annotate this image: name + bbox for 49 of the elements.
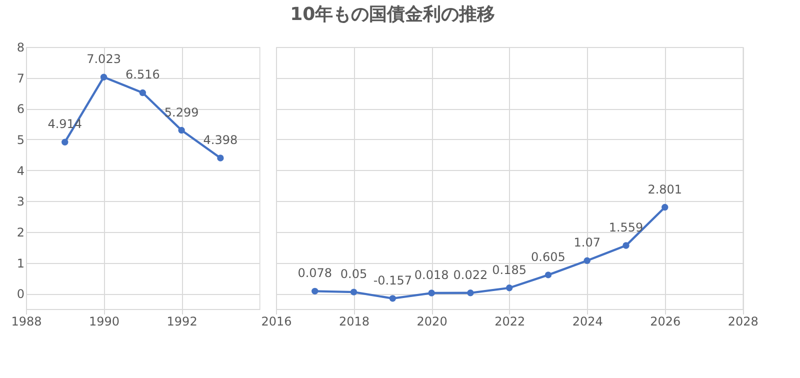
x-tick-label: 2020: [416, 314, 448, 328]
point: [662, 204, 668, 211]
point: [100, 74, 108, 80]
x-tick-label: 2026: [650, 314, 681, 328]
point: [544, 272, 552, 278]
point: [350, 288, 358, 296]
x-tick-label: 1992: [166, 314, 198, 328]
point: [217, 154, 224, 162]
point: [467, 290, 474, 296]
data-label: 0.018: [414, 268, 449, 282]
point: [178, 126, 185, 134]
y-tick-label: 0: [16, 287, 24, 302]
x-tick-label: 2028: [728, 314, 758, 328]
x-tick-label: 2018: [339, 314, 370, 328]
point: [428, 290, 435, 296]
data-label: 6.516: [125, 68, 160, 82]
y-tick-label: 1: [16, 256, 24, 270]
point: [62, 138, 68, 146]
data-label: 0.605: [531, 250, 566, 264]
data-label: 1.559: [608, 220, 644, 235]
point: [622, 242, 630, 249]
x-tick-label: 1988: [11, 314, 42, 328]
data-label: 0.05: [340, 267, 368, 282]
data-label: 7.023: [86, 52, 121, 66]
y-tick-label: 7: [16, 71, 24, 86]
y-tick-label: 5: [16, 132, 24, 147]
y-tick-label: 4: [16, 164, 24, 178]
point: [139, 89, 146, 96]
x-tick-label: 1990: [89, 314, 120, 328]
data-label: 0.185: [492, 262, 527, 277]
data-label: 5.299: [164, 105, 199, 120]
data-label: 4.398: [203, 133, 238, 148]
point: [312, 288, 318, 295]
point: [389, 295, 396, 302]
data-label: 1.07: [574, 236, 600, 250]
y-tick-label: 6: [16, 102, 24, 116]
data-label: 0.078: [298, 266, 332, 280]
data-label: 0.022: [453, 268, 488, 282]
x-tick-label: 2016: [261, 314, 292, 328]
data-label: -0.157: [373, 273, 412, 288]
y-tick-label: 3: [16, 194, 24, 209]
x-tick-label: 2024: [572, 314, 603, 328]
chart-title: 10年もの国債金利の推移: [290, 4, 496, 25]
data-label: 2.801: [648, 182, 682, 196]
y-tick-label: 2: [16, 225, 24, 240]
y-tick-label: 8: [16, 40, 24, 54]
point: [506, 284, 513, 292]
point: [584, 257, 590, 264]
x-tick-label: 2022: [494, 314, 526, 328]
